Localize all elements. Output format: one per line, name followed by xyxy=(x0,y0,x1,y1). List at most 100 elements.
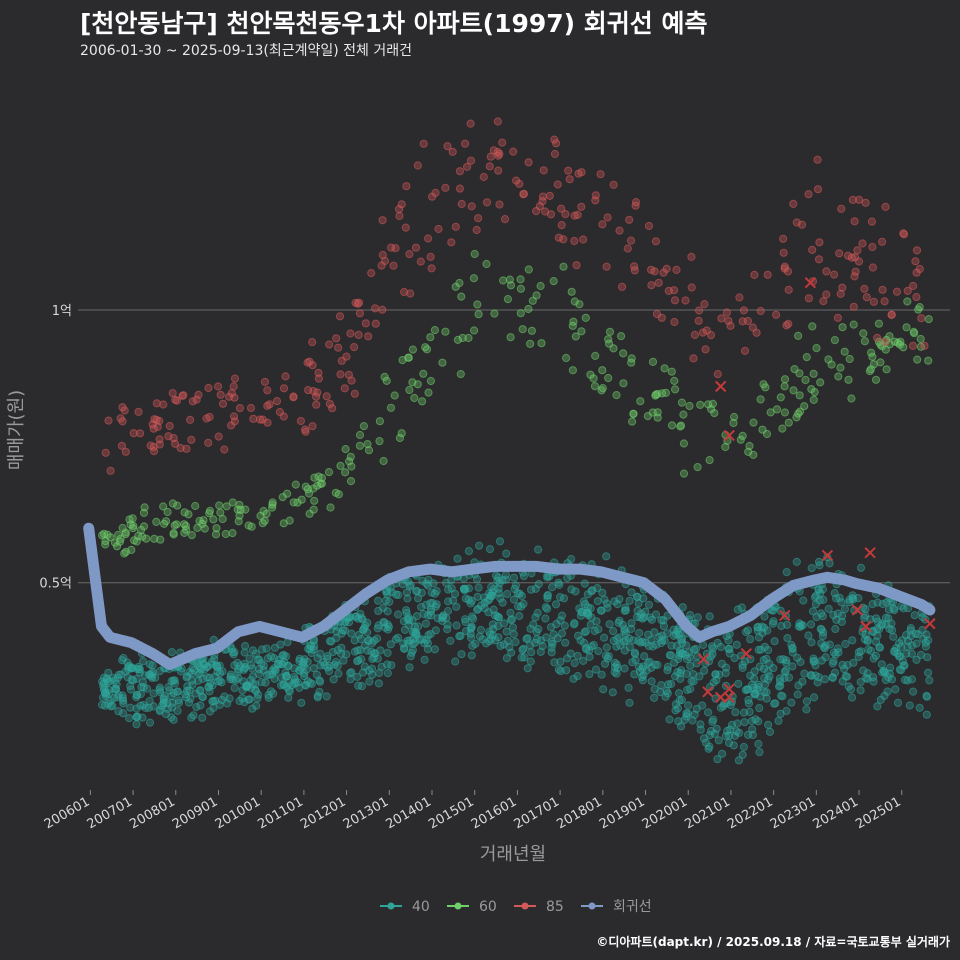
series-40-point xyxy=(816,589,825,598)
series-40-point xyxy=(644,630,653,639)
series-40-point xyxy=(746,635,755,644)
series-60-point xyxy=(127,545,136,555)
series-60-point xyxy=(571,332,580,341)
series-40-point xyxy=(833,644,843,653)
series-40-point xyxy=(798,677,807,686)
series-40-point xyxy=(385,597,394,607)
series-85-point xyxy=(405,250,414,259)
series-40-point xyxy=(627,619,636,628)
series-40-point xyxy=(548,583,557,592)
series-85-point xyxy=(355,309,364,318)
series-60-point xyxy=(310,473,319,482)
series-40-point xyxy=(597,670,606,679)
series-85-point xyxy=(577,202,586,211)
series-85-point xyxy=(557,204,566,213)
series-85-point xyxy=(136,429,145,438)
x-axis-title: 거래년월 xyxy=(480,844,546,865)
series-60-point xyxy=(421,343,430,352)
series-40-point xyxy=(907,675,917,684)
series-85-point xyxy=(159,400,168,409)
series-40-point xyxy=(121,667,130,676)
series-40-point xyxy=(819,643,828,652)
y-axis-title: 매매가(원) xyxy=(6,390,27,470)
series-40-point xyxy=(263,654,272,663)
series-40-point xyxy=(399,617,408,626)
legend-item: 60 xyxy=(447,899,497,915)
series-40-point xyxy=(136,701,145,710)
series-60-point xyxy=(375,417,384,426)
series-85-point xyxy=(546,210,556,219)
series-40-point xyxy=(198,693,208,702)
series-40-point xyxy=(301,681,311,690)
series-40-point xyxy=(714,736,723,745)
series-40-point xyxy=(771,699,780,708)
series-60-point xyxy=(336,461,345,470)
series-85-point xyxy=(380,256,390,266)
series-60-point xyxy=(559,262,568,271)
series-40-point xyxy=(808,607,818,616)
series-40-point xyxy=(731,708,740,717)
series-40-point xyxy=(858,627,867,636)
series-85-point xyxy=(401,223,410,232)
series-60-point xyxy=(156,535,165,544)
series-60-point xyxy=(326,503,335,512)
series-40-point xyxy=(600,659,610,668)
series-40-point xyxy=(674,717,683,726)
series-40-point xyxy=(721,668,730,678)
series-40-point xyxy=(451,657,460,666)
series-40-point xyxy=(710,729,720,739)
series-85-point xyxy=(861,198,870,207)
series-40-point xyxy=(323,652,332,661)
series-60-point xyxy=(845,354,854,364)
series-40-point xyxy=(923,653,932,662)
series-60-point xyxy=(653,413,662,422)
series-40-point xyxy=(629,636,638,645)
series-60-point xyxy=(661,388,671,397)
series-85-point xyxy=(552,139,561,148)
series-40-point xyxy=(833,609,843,618)
series-40-point xyxy=(254,690,263,699)
x-marker xyxy=(740,647,753,660)
series-40-point xyxy=(764,720,773,729)
series-60-point xyxy=(346,477,356,486)
series-40-point xyxy=(904,636,913,645)
series-60-point xyxy=(836,363,845,372)
series-85-point xyxy=(570,236,579,246)
series-40-point xyxy=(573,671,582,681)
series-85-point xyxy=(739,306,749,315)
series-85-point xyxy=(489,146,498,155)
series-60-point xyxy=(844,375,853,384)
series-40-point xyxy=(734,756,744,765)
series-40-point xyxy=(682,654,692,664)
series-60-point xyxy=(670,376,679,385)
legend-item: 회귀선 xyxy=(581,899,652,915)
x-marker xyxy=(851,604,864,616)
series-40-point xyxy=(517,653,526,662)
series-40-point xyxy=(784,673,794,682)
regression-line-group xyxy=(83,522,936,670)
series-40-point xyxy=(161,709,170,719)
series-40-point xyxy=(778,692,787,701)
series-40-point xyxy=(625,698,634,707)
series-85-point xyxy=(878,237,887,246)
series-60-point xyxy=(685,401,694,411)
series-40-point xyxy=(241,641,250,651)
series-40-point xyxy=(527,648,536,657)
series-40-point xyxy=(921,642,931,651)
series-60-point xyxy=(667,367,676,376)
series-40-point xyxy=(837,598,846,607)
series-85-point xyxy=(182,444,191,453)
series-40-point xyxy=(912,655,921,665)
series-85-point xyxy=(789,199,798,208)
series-60-point xyxy=(334,490,343,499)
series-40-point xyxy=(248,664,257,673)
series-40-point xyxy=(658,636,667,645)
series-60-point xyxy=(426,333,435,342)
series-40-point xyxy=(922,692,932,701)
series-60-point xyxy=(736,435,745,444)
series-60-point xyxy=(150,534,159,543)
series-60-point xyxy=(110,538,120,547)
series-40-point xyxy=(387,661,396,670)
series-40-point xyxy=(864,645,873,654)
series-85-point xyxy=(780,264,789,273)
